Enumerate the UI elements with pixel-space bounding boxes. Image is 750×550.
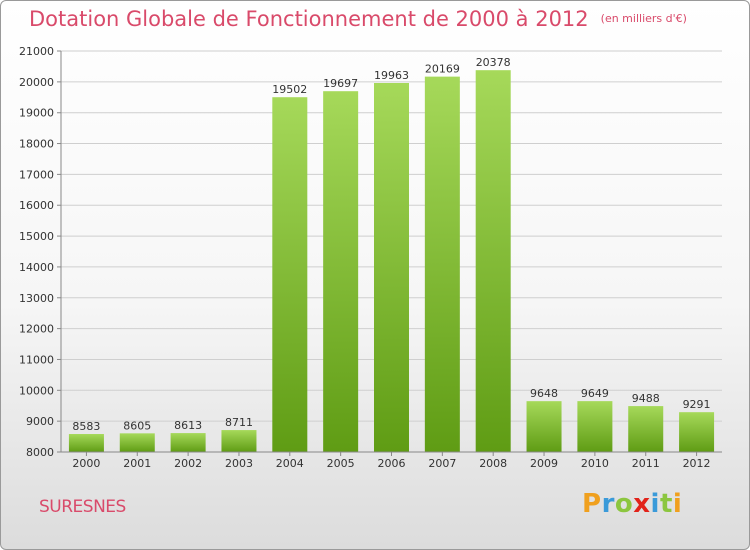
logo-letter-4: x bbox=[633, 489, 651, 519]
bar-value-label: 20169 bbox=[425, 63, 460, 76]
bar bbox=[628, 406, 664, 452]
bar bbox=[424, 76, 460, 453]
chart-title-text: Dotation Globale de Fonctionnement de 20… bbox=[29, 7, 589, 31]
bars: 8583 8605 8613 8711 19502 19697 19963 20169 2037… bbox=[68, 56, 715, 453]
x-tick-label: 2009 bbox=[530, 457, 558, 470]
x-tick-label: 2007 bbox=[428, 457, 456, 470]
y-tick-label: 20000 bbox=[19, 76, 54, 89]
y-axis: 8000 9000 10000 11000 12000 13000 14000 15000 16… bbox=[19, 45, 62, 459]
x-tick-label: 2004 bbox=[276, 457, 304, 470]
logo-letter-6: t bbox=[659, 489, 673, 519]
bar bbox=[577, 401, 613, 452]
bar-value-label: 8605 bbox=[123, 419, 151, 432]
bar bbox=[170, 433, 206, 452]
proxiti-logo: Proxiti bbox=[582, 489, 682, 519]
y-tick-label: 8000 bbox=[26, 446, 54, 459]
bar-value-label: 8613 bbox=[174, 419, 202, 432]
bar-value-label: 19502 bbox=[272, 83, 307, 96]
y-tick-label: 16000 bbox=[19, 199, 54, 212]
logo-letter-7: i bbox=[672, 489, 683, 519]
y-tick-label: 19000 bbox=[19, 107, 54, 120]
y-tick-label: 17000 bbox=[19, 168, 54, 181]
bar bbox=[119, 433, 155, 452]
bar bbox=[221, 430, 257, 452]
x-tick-label: 2011 bbox=[632, 457, 660, 470]
bar bbox=[374, 82, 409, 453]
y-tick-label: 10000 bbox=[19, 384, 54, 397]
y-tick-label: 21000 bbox=[19, 45, 54, 58]
x-axis: 2000 2001 2002 2003 2004 2005 2006 2007 2008 2009… bbox=[61, 451, 722, 470]
bar bbox=[475, 70, 511, 452]
bar-value-label: 8583 bbox=[72, 420, 100, 433]
bar-value-label: 19697 bbox=[323, 77, 358, 90]
y-tick-label: 18000 bbox=[19, 138, 54, 151]
chart-unit: (en milliers d'€) bbox=[600, 12, 687, 25]
commune-name: SURESNES bbox=[39, 497, 126, 517]
logo-letter-2: r bbox=[601, 489, 615, 519]
bar-value-label: 19963 bbox=[374, 69, 409, 82]
bar-value-label: 8711 bbox=[225, 416, 253, 429]
logo-letter-1: P bbox=[582, 489, 602, 519]
bar-value-label: 20378 bbox=[476, 56, 511, 69]
x-tick-label: 2003 bbox=[225, 457, 253, 470]
bar-value-label: 9648 bbox=[530, 387, 558, 400]
logo-letter-3: o bbox=[614, 489, 634, 519]
chart-title: Dotation Globale de Fonctionnement de 20… bbox=[29, 7, 687, 31]
y-tick-label: 12000 bbox=[19, 323, 54, 336]
x-tick-label: 2001 bbox=[123, 457, 151, 470]
x-tick-label: 2000 bbox=[72, 457, 100, 470]
y-tick-label: 13000 bbox=[19, 292, 54, 305]
x-tick-label: 2006 bbox=[378, 457, 406, 470]
bar bbox=[272, 97, 308, 453]
bar bbox=[68, 434, 104, 452]
bar-value-label: 9488 bbox=[632, 392, 660, 405]
x-tick-label: 2012 bbox=[683, 457, 711, 470]
bar-value-label: 9291 bbox=[683, 398, 711, 411]
y-tick-label: 14000 bbox=[19, 261, 54, 274]
x-tick-label: 2010 bbox=[581, 457, 609, 470]
logo-letter-5: i bbox=[650, 489, 660, 519]
bar bbox=[679, 412, 715, 452]
y-tick-label: 9000 bbox=[26, 415, 54, 428]
y-tick-label: 15000 bbox=[19, 230, 54, 243]
bar bbox=[526, 401, 562, 452]
y-tick-label: 11000 bbox=[19, 353, 54, 366]
x-tick-label: 2002 bbox=[174, 457, 202, 470]
x-tick-label: 2008 bbox=[479, 457, 507, 470]
x-tick-label: 2005 bbox=[327, 457, 355, 470]
bar-value-label: 9649 bbox=[581, 387, 609, 400]
bar bbox=[323, 91, 359, 452]
